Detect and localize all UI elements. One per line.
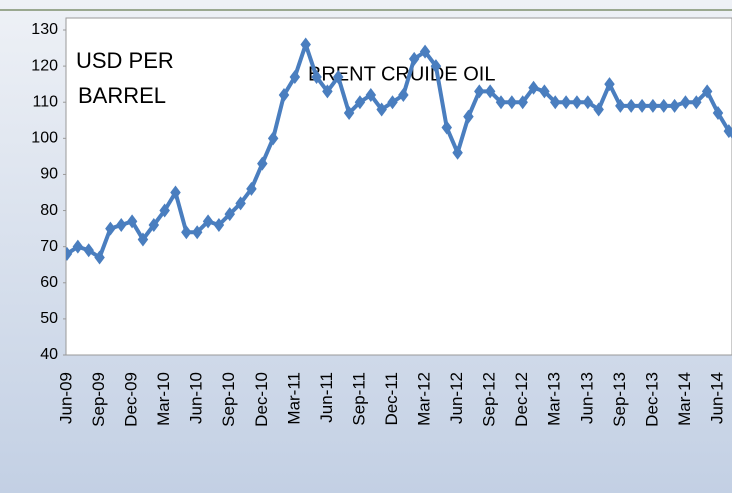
x-tick-label: Dec-13 <box>642 372 661 427</box>
marker <box>148 218 160 232</box>
marker <box>517 95 528 110</box>
x-tick-label: Mar-12 <box>415 372 434 426</box>
marker <box>571 95 583 110</box>
marker <box>170 185 181 200</box>
marker <box>419 44 431 59</box>
annotation: BARREL <box>78 83 166 108</box>
x-tick-label: Jun-14 <box>707 372 726 424</box>
marker <box>430 59 442 74</box>
x-tick-label: Sep-12 <box>480 372 499 427</box>
marker <box>257 156 268 171</box>
x-tick-label: Sep-13 <box>610 372 629 427</box>
y-tick-label: 90 <box>40 166 58 183</box>
plot-area <box>65 17 732 356</box>
x-tick-label: Sep-11 <box>349 372 368 426</box>
y-tick-label: 80 <box>40 202 58 219</box>
marker <box>398 88 409 102</box>
x-tick-label: Dec-09 <box>122 372 141 427</box>
marker <box>528 80 539 95</box>
x-tick-label: Jun-12 <box>447 372 466 424</box>
x-tick-label: Dec-11 <box>382 372 401 426</box>
marker <box>701 84 713 99</box>
marker <box>582 95 594 110</box>
y-tick-label: 110 <box>32 93 58 110</box>
marker <box>365 88 377 102</box>
marker <box>669 98 680 113</box>
x-tick-label: Mar-11 <box>284 372 303 425</box>
annotation: USD PER <box>76 48 174 73</box>
chart-title: BRENT CRUIDE OIL <box>308 63 495 85</box>
marker <box>647 98 659 113</box>
marker <box>550 95 561 110</box>
marker <box>181 225 192 240</box>
marker <box>506 95 518 110</box>
x-tick-label: Jun-09 <box>56 372 75 424</box>
marker <box>376 102 387 117</box>
marker <box>66 246 73 261</box>
y-tick-label: 70 <box>40 238 58 255</box>
marker <box>137 232 149 247</box>
marker <box>680 95 691 110</box>
marker <box>278 88 290 102</box>
marker <box>213 218 225 232</box>
marker <box>539 84 550 99</box>
marker <box>691 95 702 110</box>
x-tick-label: Mar-13 <box>545 372 564 426</box>
x-tick-label: Jun-11 <box>317 372 336 423</box>
marker <box>126 214 138 229</box>
marker <box>452 145 463 160</box>
x-tick-label: Mar-10 <box>154 372 173 426</box>
marker <box>343 106 355 121</box>
marker <box>224 207 235 222</box>
marker <box>235 196 246 211</box>
marker <box>83 243 94 258</box>
marker <box>267 131 279 146</box>
marker <box>625 98 637 113</box>
marker <box>658 98 669 113</box>
marker <box>484 84 496 99</box>
marker <box>712 106 724 121</box>
marker <box>463 109 474 124</box>
marker <box>636 98 648 113</box>
y-tick-label: 40 <box>40 346 58 363</box>
plot-marks <box>66 37 732 265</box>
marker <box>300 37 311 52</box>
marker <box>94 250 105 265</box>
marker <box>159 203 170 218</box>
marker <box>354 95 366 110</box>
marker <box>202 214 214 229</box>
y-tick-label: 60 <box>40 274 58 291</box>
marker <box>387 95 398 110</box>
y-tick-label: 130 <box>31 21 58 38</box>
y-tick-label: 100 <box>31 130 58 147</box>
marker <box>322 84 333 99</box>
marker <box>604 77 615 92</box>
marker <box>116 218 127 232</box>
marker <box>333 69 344 84</box>
x-tick-label: Dec-10 <box>252 372 271 427</box>
y-tick-label: 50 <box>40 310 58 327</box>
x-tick-label: Sep-09 <box>89 372 108 427</box>
marker <box>191 225 203 240</box>
marker <box>593 102 604 117</box>
y-tick-label: 120 <box>31 57 58 74</box>
marker <box>72 239 84 254</box>
marker <box>495 95 507 110</box>
x-tick-label: Dec-12 <box>512 372 531 427</box>
marker <box>441 120 452 135</box>
marker <box>289 69 301 84</box>
marker <box>246 181 257 196</box>
marker <box>408 51 420 66</box>
marker <box>311 69 322 84</box>
marker <box>474 84 485 99</box>
marker <box>723 124 732 139</box>
x-tick-label: Mar-14 <box>675 372 694 426</box>
x-tick-label: Sep-10 <box>219 372 238 427</box>
marker <box>105 221 116 236</box>
x-tick-label: Jun-13 <box>577 372 596 424</box>
marker <box>615 98 626 113</box>
marker <box>560 95 572 110</box>
x-tick-label: Jun-10 <box>187 372 206 424</box>
